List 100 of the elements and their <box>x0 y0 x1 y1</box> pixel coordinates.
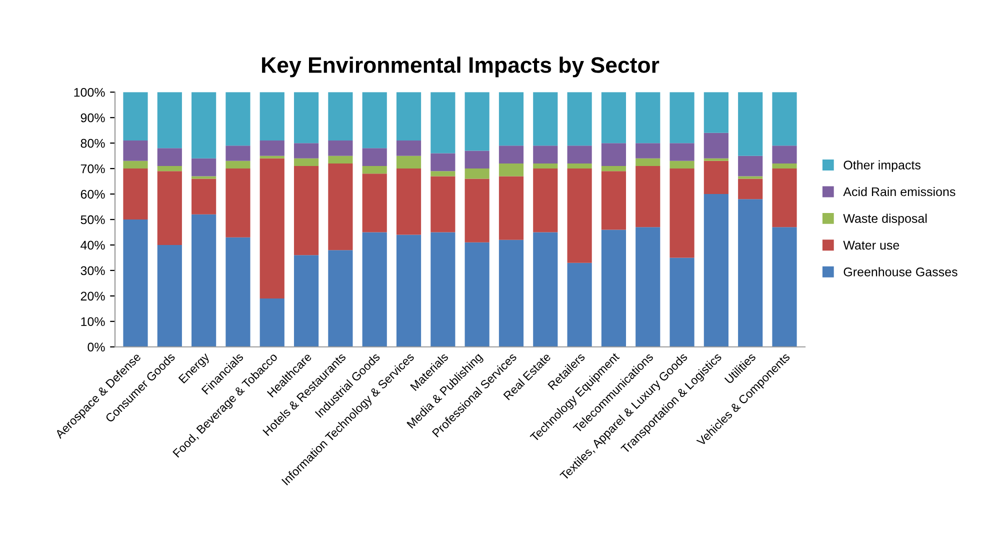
bar <box>464 92 490 151</box>
bar <box>670 143 694 161</box>
bar <box>123 220 148 347</box>
bar <box>738 178 763 200</box>
bar <box>464 150 490 169</box>
bar <box>636 166 660 228</box>
bar <box>533 163 558 169</box>
legend-label: Acid Rain emissions <box>843 187 956 196</box>
y-tick-label: 90% <box>80 113 105 122</box>
bar <box>498 163 524 176</box>
bar <box>260 298 284 347</box>
bar <box>601 230 626 347</box>
bar <box>738 156 763 176</box>
bar <box>396 140 422 156</box>
bar <box>464 178 490 242</box>
bar <box>328 140 353 156</box>
bar <box>226 92 250 146</box>
bar <box>567 168 592 263</box>
chart-title: Key Environmental Impacts by Sector <box>262 56 660 78</box>
bar <box>157 244 182 347</box>
bar <box>636 158 660 166</box>
bar <box>704 160 728 194</box>
bar <box>670 160 694 169</box>
legend-label: Waste disposal <box>843 214 927 226</box>
bar <box>294 255 319 347</box>
bar <box>157 92 182 148</box>
bar <box>601 166 626 172</box>
bar <box>772 168 797 228</box>
y-tick-label: 0% <box>88 342 105 352</box>
bar <box>430 92 456 154</box>
bar <box>704 92 728 133</box>
bar <box>294 143 319 158</box>
bar <box>226 160 250 169</box>
bar <box>738 199 763 347</box>
y-tick-label: 80% <box>80 138 105 148</box>
bar <box>260 140 284 156</box>
bar <box>192 214 216 347</box>
bar <box>362 174 387 232</box>
y-tick-label: 50% <box>80 215 105 224</box>
bar <box>328 163 353 250</box>
legend-label: Other impacts <box>844 160 920 172</box>
bar <box>362 92 387 148</box>
bar <box>430 171 456 176</box>
bar <box>704 132 728 158</box>
bar <box>464 168 490 179</box>
bar <box>123 140 148 161</box>
bar <box>260 92 284 141</box>
bar <box>430 232 456 347</box>
bar <box>192 92 216 158</box>
bar <box>533 146 558 164</box>
bar <box>294 158 319 166</box>
bar <box>601 143 626 166</box>
bar <box>567 92 592 146</box>
bar <box>260 156 284 158</box>
bar <box>192 176 216 179</box>
bar <box>464 242 490 347</box>
bar <box>738 92 763 156</box>
y-tick-label: 30% <box>80 266 105 276</box>
y-tick-label: 20% <box>80 292 105 301</box>
bar <box>704 158 728 161</box>
bar <box>670 168 694 258</box>
bar <box>498 176 524 240</box>
bar <box>533 232 558 347</box>
y-tick-label: 70% <box>80 164 105 174</box>
legend-label: Greenhouse Gasses <box>844 267 958 276</box>
bar <box>192 178 216 214</box>
bar <box>567 146 592 164</box>
bar <box>396 156 422 169</box>
bar <box>533 92 558 146</box>
bar <box>498 92 524 146</box>
bar <box>123 168 148 220</box>
bar <box>192 158 216 176</box>
bar <box>328 92 353 141</box>
bar <box>157 166 182 172</box>
bar <box>226 146 250 161</box>
bar <box>362 148 387 166</box>
bar <box>396 168 422 235</box>
bar <box>123 92 148 141</box>
bar <box>362 166 387 174</box>
bar <box>294 166 319 256</box>
bar <box>670 258 694 347</box>
bar <box>328 250 353 347</box>
bar <box>157 148 182 166</box>
bar <box>396 92 422 141</box>
legend-label: Water use <box>843 240 900 250</box>
bar <box>772 227 797 347</box>
bar <box>772 92 797 146</box>
bar <box>670 92 694 144</box>
bar <box>601 171 626 230</box>
bar <box>533 168 558 232</box>
bar <box>328 156 353 164</box>
bar <box>430 176 456 232</box>
bar <box>704 194 728 347</box>
bar <box>396 234 422 347</box>
bar <box>226 237 250 347</box>
bar <box>567 163 592 169</box>
bar <box>260 158 284 298</box>
bar <box>601 92 626 144</box>
bar <box>567 262 592 347</box>
y-tick-label: 40% <box>80 240 105 250</box>
